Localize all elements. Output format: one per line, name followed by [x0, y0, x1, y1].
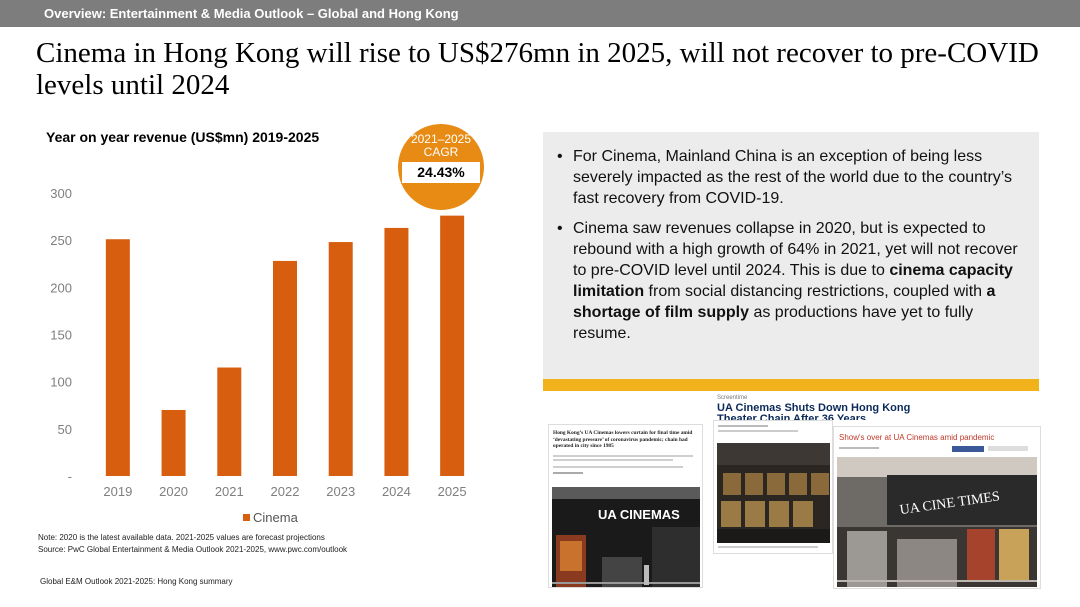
- article-headline: UA Cinemas Shuts Down Hong Kong Theater …: [717, 402, 911, 421]
- x-tick-label: 2023: [326, 484, 355, 499]
- article-kicker: Screentime: [717, 395, 748, 401]
- cinema-facade-photo: UA CINEMAS: [552, 487, 700, 587]
- text-line: [553, 466, 683, 468]
- source-line: Source: PwC Global Entertainment & Media…: [38, 545, 348, 554]
- legend-swatch: [243, 514, 250, 522]
- x-tick-label: 2025: [438, 484, 467, 499]
- y-tick-label: 150: [50, 328, 72, 343]
- bar-2020: [161, 409, 186, 476]
- cagr-label: 2021–2025 CAGR: [410, 132, 472, 159]
- theater-seats-photo: [717, 443, 830, 543]
- text-line: [553, 455, 693, 457]
- bar-2023: [328, 242, 353, 476]
- bar-2019: [105, 239, 130, 476]
- news-clipping-screentime: Screentime UA Cinemas Shuts Down Hong Ko…: [708, 392, 928, 420]
- y-tick-label: 200: [50, 280, 72, 295]
- news-clipping-scmp: Hong Kong’s UA Cinemas lowers curtain fo…: [548, 424, 703, 588]
- news-clipping-standard: Show's over at UA Cinemas amid pandemic …: [833, 426, 1041, 589]
- x-tick-label: 2022: [271, 484, 300, 499]
- byline-line: [718, 430, 798, 432]
- accent-bar: [543, 379, 1039, 391]
- x-tick-label: 2024: [382, 484, 411, 499]
- bullet-1: • For Cinema, Mainland China is an except…: [557, 148, 1013, 207]
- bullet-2: • Cinema saw revenues collapse in 2020, b…: [557, 220, 1018, 342]
- article-headline: Show's over at UA Cinemas amid pandemic: [839, 433, 995, 442]
- cinema-entrance-photo: UA CINE TIMES: [837, 457, 1037, 587]
- bar-2022: [273, 260, 297, 476]
- text-line: [553, 459, 673, 461]
- y-tick-label: 300: [50, 186, 72, 201]
- bar-2024: [384, 227, 409, 476]
- chart-title: Year on year revenue (US$mn) 2019-2025: [46, 129, 320, 145]
- share-bar: [988, 446, 1028, 451]
- cinema-sign: UA CINEMAS: [598, 507, 680, 522]
- x-tick-label: 2020: [159, 484, 188, 499]
- author-line: [553, 472, 583, 474]
- bar-2021: [217, 367, 242, 476]
- note-line: Note: 2020 is the latest available data.…: [38, 533, 325, 542]
- caption-line: [718, 546, 818, 548]
- cagr-badge: 2021–2025 CAGR 24.43%: [398, 124, 484, 210]
- date-line: [839, 447, 879, 449]
- y-tick-label: -: [68, 469, 72, 484]
- commentary-box: • For Cinema, Mainland China is an except…: [543, 132, 1039, 379]
- chart-legend: Cinema: [243, 510, 298, 525]
- y-tick-label: 100: [50, 375, 72, 390]
- byline-line: [718, 425, 768, 427]
- news-clipping-theater-photo: [713, 420, 833, 554]
- x-tick-label: 2021: [215, 484, 244, 499]
- legend-label: Cinema: [253, 510, 298, 525]
- cagr-value: 24.43%: [402, 162, 480, 183]
- y-tick-label: 50: [58, 422, 72, 437]
- section-title: Overview: Entertainment & Media Outlook …: [44, 6, 459, 21]
- y-tick-label: 250: [50, 233, 72, 248]
- bar-2025: [440, 215, 465, 476]
- revenue-bar-chart: - 50 100 150 200 250 300 2019 2020 2021 2022 2023 20…: [50, 186, 467, 499]
- slide-footer: Global E&M Outlook 2021-2025: Hong Kong …: [40, 577, 233, 586]
- slide-headline: Cinema in Hong Kong will rise to US$276m…: [36, 37, 1039, 101]
- chart-notes: Note: 2020 is the latest available data.…: [38, 532, 347, 556]
- x-tick-label: 2019: [103, 484, 132, 499]
- top-banner: Overview: Entertainment & Media Outlook …: [0, 0, 1080, 27]
- article-headline: Hong Kong’s UA Cinemas lowers curtain fo…: [553, 430, 693, 449]
- share-button: [952, 446, 984, 452]
